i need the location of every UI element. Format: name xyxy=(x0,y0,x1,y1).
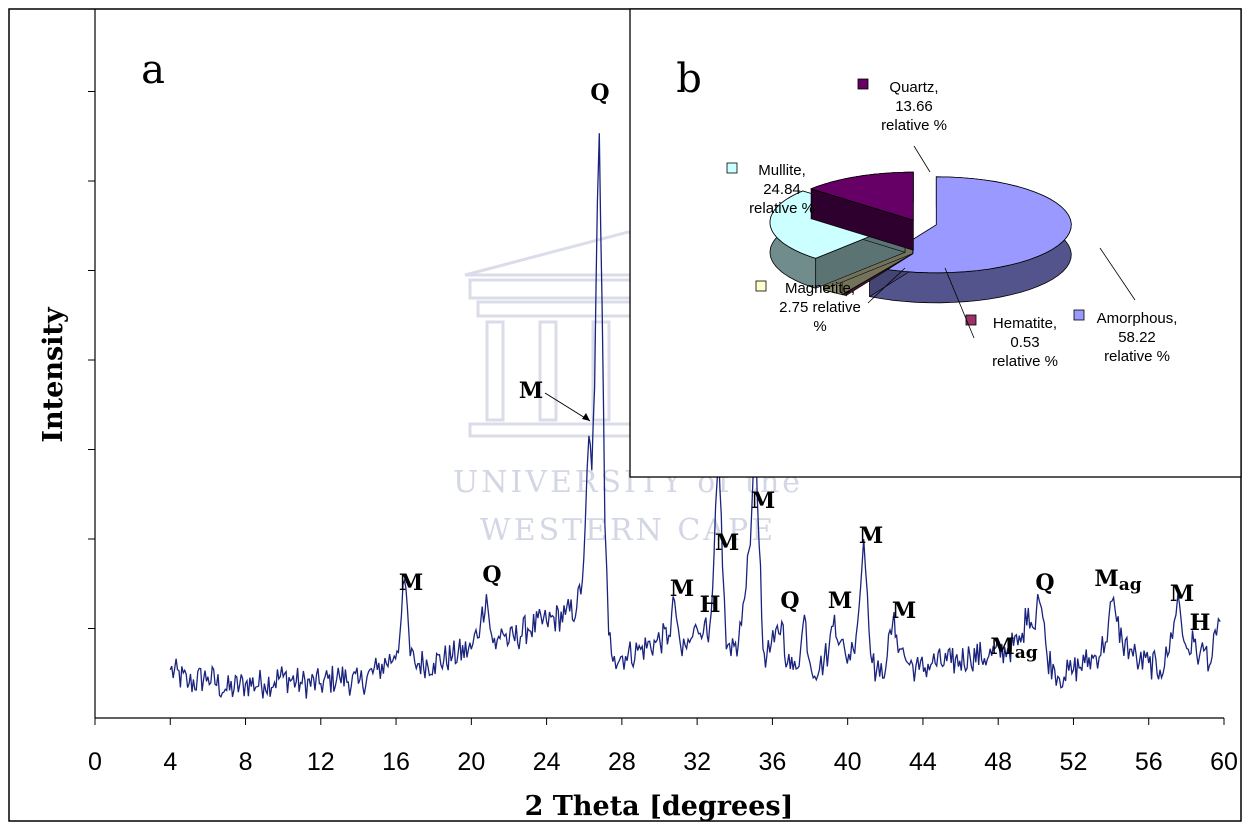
watermark-line2: WESTERN CAPE xyxy=(480,513,776,548)
x-tick-label: 36 xyxy=(758,748,786,776)
x-tick-label: 20 xyxy=(457,748,485,776)
peak-label-m: M xyxy=(519,378,543,404)
y-axis-label: Intensity xyxy=(38,306,69,442)
x-tick-label: 44 xyxy=(909,748,937,776)
x-tick-label: 0 xyxy=(88,748,102,776)
pie-label-line: 2.75 relative xyxy=(779,299,861,316)
pie-label-line: Mullite, xyxy=(758,162,806,179)
pie-label-line: Magnetite, xyxy=(785,280,855,297)
panel-label-b: b xyxy=(676,56,702,102)
x-axis-label: 2 Theta [degrees] xyxy=(525,791,794,822)
x-tick-label: 8 xyxy=(239,748,253,776)
x-axis-ticks: 0 4 8 12 16 20 24 28 32 36 40 44 48 52 56 60 xyxy=(88,718,1238,776)
pie-label-line: Quartz, xyxy=(889,79,938,96)
peak-label-h: H xyxy=(700,592,721,618)
x-tick-label: 48 xyxy=(984,748,1012,776)
pie-label-line: 58.22 xyxy=(1118,329,1156,346)
pie-label-line: relative % xyxy=(881,117,947,134)
pie-label-line: 0.53 xyxy=(1010,334,1039,351)
xrd-pattern-line xyxy=(169,133,1221,699)
x-tick-label: 60 xyxy=(1210,748,1238,776)
leader-line xyxy=(944,267,975,339)
pie-label-line: relative % xyxy=(1104,348,1170,365)
peak-label-h: H xyxy=(1190,610,1211,636)
peak-label-sub: ag xyxy=(1119,575,1142,595)
x-tick-label: 16 xyxy=(382,748,410,776)
peak-label-mag: Mag xyxy=(1094,566,1141,595)
pie-label-amorphous: Amorphous, 58.22 relative % xyxy=(1073,247,1178,365)
peak-label-m: M xyxy=(715,530,739,556)
pie-label-line: 24.84 xyxy=(763,181,801,198)
pie-slice-quartz xyxy=(810,171,914,251)
y-axis-ticks xyxy=(88,91,95,629)
pie-label-magnetite: Magnetite, 2.75 relative% xyxy=(755,267,906,335)
legend-swatch xyxy=(857,78,869,90)
pie-label-line: relative % xyxy=(749,200,815,217)
pie-slice-amorphous xyxy=(868,176,1072,304)
peak-label-sub: ag xyxy=(1015,643,1038,663)
x-tick-label: 4 xyxy=(163,748,177,776)
pie-label-quartz: Quartz, 13.66 relative % xyxy=(857,78,947,173)
legend-swatch xyxy=(755,280,767,292)
pie-label-line: relative % xyxy=(992,353,1058,370)
peak-label-q: Q xyxy=(482,562,501,588)
peak-label-m: M xyxy=(1170,581,1194,607)
peak-label-q: Q xyxy=(780,588,799,614)
peak-label-m: M xyxy=(399,570,423,596)
peak-label-q: Q xyxy=(590,80,609,106)
peak-arrow xyxy=(544,392,591,422)
legend-swatch xyxy=(1073,309,1085,321)
pie-label-hematite: Hematite, 0.53 relative % xyxy=(944,267,1058,370)
pie-label-line: % xyxy=(813,318,826,335)
pie-label-mullite: Mullite, 24.84 relative % xyxy=(726,162,815,217)
pie-slice-top xyxy=(810,171,914,221)
pie-slice-top xyxy=(868,176,1072,274)
peak-label-m: M xyxy=(828,588,852,614)
x-tick-label: 32 xyxy=(683,748,711,776)
pie-labels: Amorphous, 58.22 relative % Hematite, 0.53 re… xyxy=(726,78,1178,370)
peak-label-main: M xyxy=(1094,566,1118,592)
peak-label-m: M xyxy=(859,523,883,549)
peak-label-mag: Mag xyxy=(990,634,1037,663)
x-tick-label: 56 xyxy=(1135,748,1163,776)
legend-swatch xyxy=(726,162,738,174)
x-tick-label: 12 xyxy=(307,748,335,776)
peak-label-m: M xyxy=(892,598,916,624)
peak-label-m: M xyxy=(751,488,775,514)
x-tick-label: 52 xyxy=(1060,748,1088,776)
legend-swatch xyxy=(965,314,977,326)
leader-line xyxy=(867,267,906,304)
peak-label-main: M xyxy=(990,634,1014,660)
peak-label-q: Q xyxy=(1035,570,1054,596)
pie-label-line: 13.66 xyxy=(895,98,933,115)
pie-label-line: Hematite, xyxy=(993,315,1057,332)
peak-label-m: M xyxy=(670,576,694,602)
pie-chart xyxy=(769,171,1072,304)
x-tick-label: 24 xyxy=(533,748,561,776)
leader-line xyxy=(1099,247,1136,301)
x-tick-label: 28 xyxy=(608,748,636,776)
pie-label-line: Amorphous, xyxy=(1097,310,1178,327)
leader-line xyxy=(913,145,931,173)
x-tick-label: 40 xyxy=(834,748,862,776)
panel-label-a: a xyxy=(141,47,165,93)
